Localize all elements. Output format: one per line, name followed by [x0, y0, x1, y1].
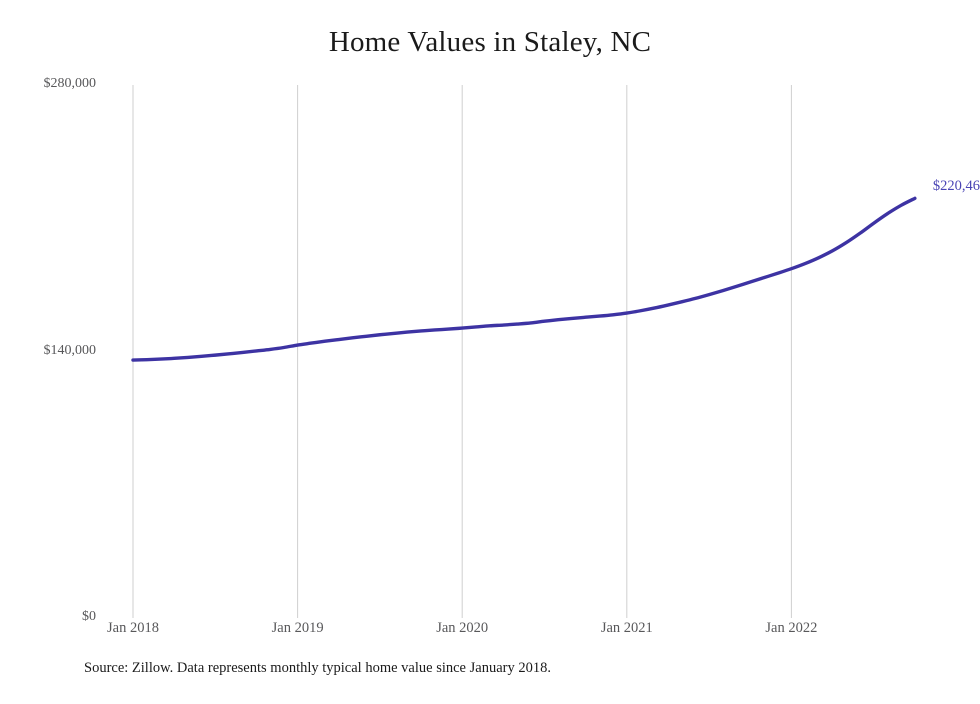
- y-axis-tick-label-bottom: $0: [82, 609, 96, 624]
- y-axis-tick-label-top: $280,000: [43, 76, 97, 91]
- x-axis-tick-label-jan-2022: Jan 2022: [765, 620, 818, 636]
- x-axis-tick-label-jan-2019: Jan 2019: [271, 620, 324, 636]
- x-axis-tick-label-jan-2021: Jan 2021: [600, 620, 653, 636]
- chart-title: Home Values in Staley, NC: [328, 26, 652, 58]
- data-series: [131, 196, 917, 362]
- x-axis-tick-label-jan-2018: Jan 2018: [107, 620, 159, 636]
- x-axis-tick-label-jan-2020: Jan 2020: [436, 620, 489, 636]
- gridlines: [132, 85, 792, 618]
- end-value-annotation: $220,467: [932, 178, 980, 195]
- line-series-path: [131, 196, 917, 362]
- source-note: Source: Zillow. Data represents monthly …: [84, 660, 551, 676]
- y-axis-tick-label-mid: $140,000: [43, 342, 97, 358]
